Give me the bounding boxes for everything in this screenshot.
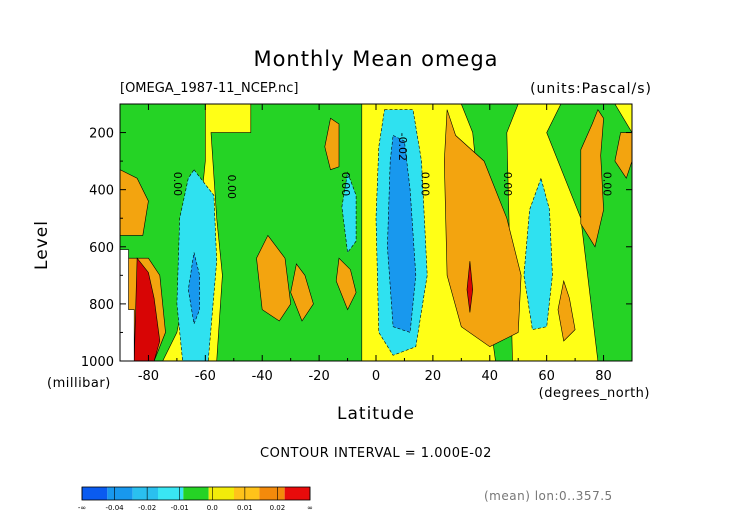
- contour-label-1: 0.00: [171, 172, 184, 197]
- colorbar-swatch-7: [234, 487, 260, 500]
- contour-region-19: [387, 134, 417, 333]
- colorbar-label-4: -0.01: [171, 504, 189, 512]
- x-tick-label-20: 20: [425, 369, 442, 384]
- x-tick-label--60: -60: [195, 369, 216, 384]
- colorbar-swatch-6: [208, 487, 234, 500]
- colorbar-swatch-9: [284, 487, 310, 500]
- contour-region-16: [341, 171, 357, 254]
- x-axis-label: Latitude: [337, 404, 415, 424]
- contour-label-2: 0.00: [225, 175, 238, 200]
- file-label: [OMEGA_1987-11_NCEP.nc]: [120, 81, 299, 96]
- x-tick-label-60: 60: [538, 369, 555, 384]
- colorbar-label-6: 0.01: [237, 504, 253, 512]
- contour-region-8: [290, 263, 314, 322]
- units-label: (units:Pascal/s): [530, 81, 652, 97]
- y-tick-label-400: 400: [89, 184, 114, 199]
- y-tick-label-200: 200: [89, 127, 114, 142]
- contour-region-7: [256, 234, 292, 322]
- colorbar-swatch-4: [158, 487, 184, 500]
- colorbar-swatch-1: [82, 487, 108, 500]
- colorbar-swatch-3: [132, 487, 158, 500]
- colorbar-label-8: ∞: [307, 504, 313, 512]
- contour-region-9: [324, 117, 340, 171]
- contour-region-5: [120, 169, 149, 236]
- x-tick-label--80: -80: [138, 369, 159, 384]
- x-tick-label--20: -20: [308, 369, 329, 384]
- colorbar-label-5: 0.0: [207, 504, 218, 512]
- contour-region-23: [120, 249, 135, 361]
- contour-region-13: [580, 109, 604, 248]
- contour-label-6: 0.00: [501, 172, 514, 197]
- x-tick-label-40: 40: [482, 369, 499, 384]
- x-tick-label-0: 0: [372, 369, 380, 384]
- contour-label-4: -0.02: [396, 133, 409, 161]
- contour-region-11: [443, 109, 522, 348]
- x-axis-unit: (degrees_north): [538, 386, 650, 401]
- colorbar-swatch-8: [259, 487, 285, 500]
- y-tick-label-600: 600: [89, 241, 114, 256]
- contour-label-7: 0.00: [601, 172, 614, 197]
- contour-region-10: [335, 257, 357, 311]
- contour-region-21: [133, 257, 161, 361]
- contour-regions: 0.00 0.00 0.00 -0.02 0.00 0.00 0.00: [120, 104, 632, 361]
- y-tick-label-800: 800: [89, 298, 114, 313]
- contour-label-5: 0.00: [419, 172, 432, 197]
- contour-label-3: 0.00: [339, 172, 352, 197]
- contour-region-12: [557, 279, 576, 342]
- contour-region-18: [523, 177, 553, 330]
- chart-title: Monthly Mean omega: [253, 47, 499, 71]
- y-tick-label-1000: 1000: [81, 355, 114, 370]
- contour-region-22: [466, 261, 474, 313]
- colorbar-swatch-2: [107, 487, 133, 500]
- x-tick-label-80: 80: [595, 369, 612, 384]
- colorbar-label-2: -0.04: [106, 504, 125, 512]
- colorbar-label-7: 0.02: [270, 504, 286, 512]
- x-tick-label--40: -40: [252, 369, 273, 384]
- contour-interval-label: CONTOUR INTERVAL = 1.000E-02: [260, 446, 492, 461]
- colorbar-label-1: -∞: [78, 504, 86, 512]
- y-axis-unit: (millibar): [47, 376, 111, 391]
- colorbar-label-3: -0.02: [138, 504, 156, 512]
- colorbar-swatch-5: [183, 487, 209, 500]
- footer-note: (mean) lon:0..357.5: [484, 489, 613, 503]
- contour-region-20: [187, 252, 200, 326]
- contour-region-2: [210, 104, 363, 361]
